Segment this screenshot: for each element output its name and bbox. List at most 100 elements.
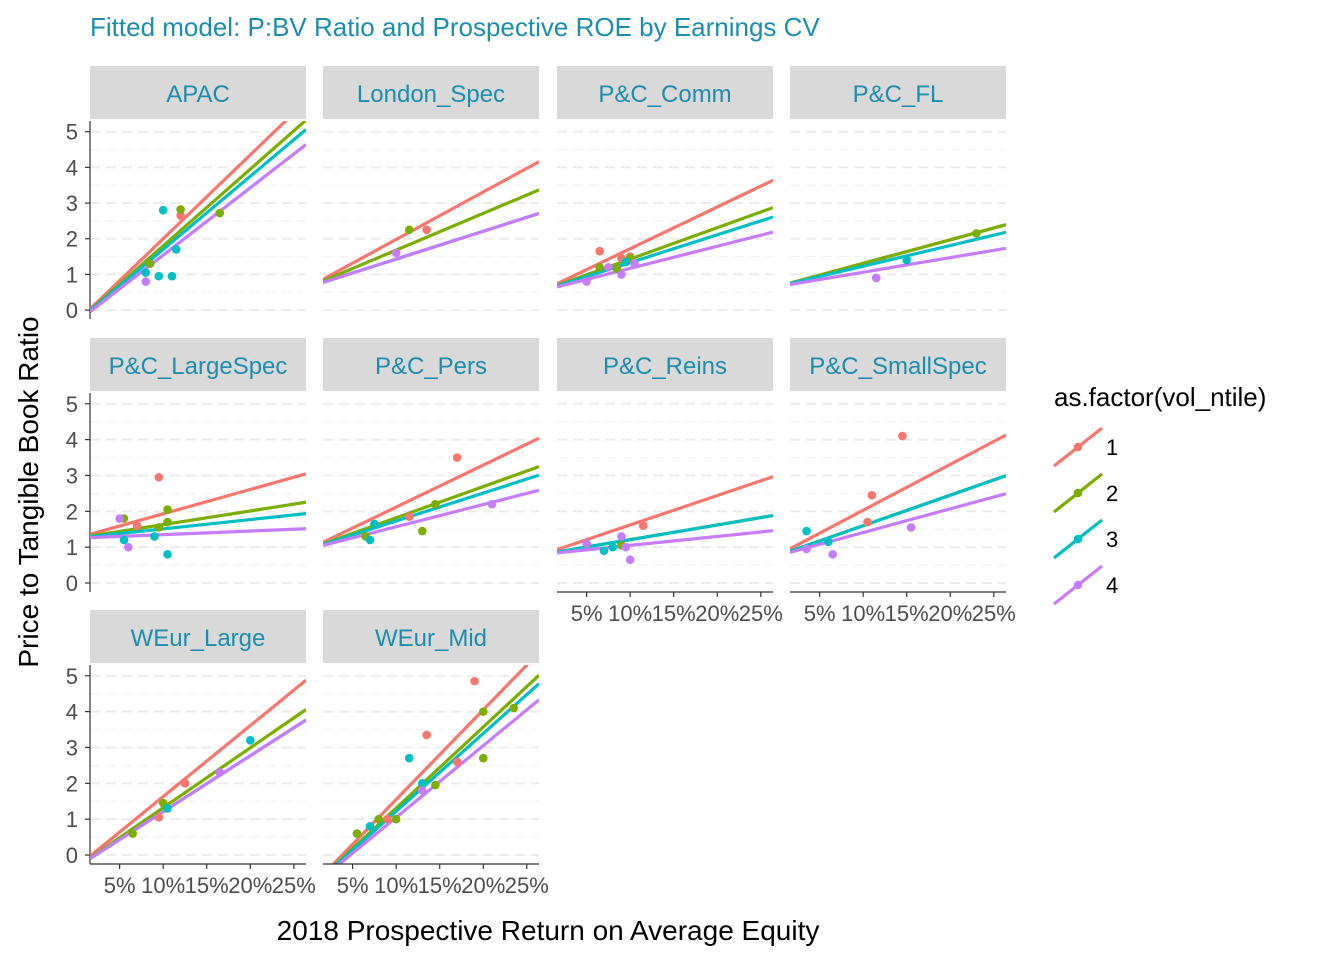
fitted-line-4: [90, 527, 306, 540]
x-tick-label: 10%: [608, 601, 652, 626]
x-tick-label: 20%: [928, 601, 972, 626]
data-point-2: [391, 814, 401, 824]
data-point-3: [163, 804, 172, 813]
x-tick-label: 5%: [804, 601, 836, 626]
y-tick-label: 1: [66, 807, 78, 832]
data-point-1: [452, 757, 462, 767]
panel-p-c-reins: P&C_Reins: [557, 338, 773, 585]
data-point-4: [871, 273, 881, 283]
x-tick-label: 5%: [337, 873, 369, 898]
fitted-line-4: [557, 529, 773, 555]
y-tick-label: 5: [66, 120, 78, 145]
panel-p-c-comm: P&C_Comm: [557, 66, 773, 312]
panel-p-c-fl: P&C_FL: [790, 66, 1006, 312]
data-point-1: [383, 814, 392, 824]
fitted-line-3: [790, 230, 1006, 286]
data-point-1: [638, 521, 648, 530]
panel-p-c-smallspec: P&C_SmallSpec: [790, 338, 1006, 585]
data-point-1: [867, 490, 877, 500]
fitted-lines: [557, 475, 773, 555]
data-point-3: [150, 532, 159, 541]
data-point-1: [180, 779, 190, 788]
data-point-4: [625, 555, 635, 565]
panel-weur-mid: WEur_Mid: [323, 610, 539, 864]
x-tick-label: 25%: [739, 601, 783, 626]
x-tick-label: 15%: [885, 601, 929, 626]
fitted-lines: [331, 665, 539, 864]
data-point-2: [176, 205, 185, 214]
data-point-3: [141, 268, 151, 277]
x-tick-label: 10%: [141, 873, 185, 898]
data-point-1: [132, 521, 142, 530]
y-tick-label: 3: [66, 191, 78, 216]
panel-strip-label: P&C_Comm: [598, 81, 731, 108]
legend-entry-1: 1: [1053, 426, 1118, 468]
fitted-line-1: [557, 178, 773, 286]
fitted-line-4: [323, 488, 539, 547]
y-tick-label: 2: [66, 227, 78, 252]
fitted-line-2: [323, 465, 539, 546]
data-point-4: [582, 539, 591, 548]
legend-key-point: [1073, 488, 1083, 498]
data-point-2: [595, 262, 604, 272]
x-tick-label: 20%: [695, 601, 739, 626]
data-point-4: [617, 532, 626, 541]
data-point-3: [370, 519, 379, 529]
legend-entry-4: 4: [1053, 564, 1118, 606]
panel-strip: [790, 66, 1006, 119]
panel-apac: APAC 0 1 2 3 4 5: [66, 66, 306, 323]
legend-label: 4: [1106, 573, 1118, 598]
data-point-1: [595, 246, 604, 256]
data-point-4: [621, 542, 631, 552]
x-tick-label: 5%: [104, 873, 136, 898]
data-point-4: [828, 550, 837, 559]
data-point-4: [617, 270, 626, 279]
data-point-2: [352, 829, 362, 838]
fitted-line-2: [90, 500, 306, 538]
fitted-line-4: [790, 492, 1006, 554]
fitted-line-3: [334, 682, 539, 864]
data-point-3: [417, 779, 427, 788]
panel-strip-label: P&C_Pers: [375, 353, 487, 380]
panel-strip: [90, 66, 306, 119]
fitted-lines: [90, 121, 306, 314]
panel-strip: [323, 610, 539, 663]
fitted-line-1: [790, 433, 1006, 551]
panel-strip-label: P&C_LargeSpec: [109, 353, 288, 380]
panel-strip-label: WEur_Large: [131, 625, 266, 652]
data-point-1: [863, 517, 872, 527]
panel-strip-label: APAC: [166, 81, 230, 108]
data-point-2: [972, 229, 981, 238]
y-tick-label: 2: [66, 771, 78, 796]
data-point-3: [119, 535, 129, 545]
panel-strip-label: London_Spec: [357, 81, 505, 108]
data-point-3: [802, 526, 811, 536]
legend-entry-2: 2: [1053, 472, 1118, 514]
panel-strip-label: WEur_Mid: [375, 625, 487, 652]
data-point-2: [404, 225, 414, 235]
fitted-line-4: [790, 246, 1006, 287]
data-point-2: [154, 523, 164, 532]
x-tick-label: 20%: [461, 873, 505, 898]
data-point-3: [902, 255, 912, 265]
data-point-2: [509, 703, 519, 713]
data-point-2: [431, 499, 440, 509]
fitted-line-4: [323, 211, 539, 284]
y-tick-label: 1: [66, 262, 78, 287]
data-point-3: [163, 550, 172, 559]
y-tick-label: 3: [66, 463, 78, 488]
y-tick-label: 4: [66, 155, 78, 180]
y-tick-label: 2: [66, 499, 78, 524]
panel-strip: [90, 610, 306, 663]
fitted-line-4: [557, 230, 773, 289]
x-tick-label: 25%: [505, 873, 549, 898]
panel-p-c-pers: P&C_Pers: [323, 338, 539, 585]
data-point-3: [599, 546, 609, 556]
data-point-1: [898, 431, 907, 441]
data-point-2: [145, 259, 155, 269]
legend-label: 2: [1106, 481, 1118, 506]
data-point-2: [478, 707, 488, 716]
data-point-3: [245, 735, 255, 745]
panel-strip-label: P&C_SmallSpec: [809, 353, 986, 380]
data-point-1: [176, 211, 185, 220]
